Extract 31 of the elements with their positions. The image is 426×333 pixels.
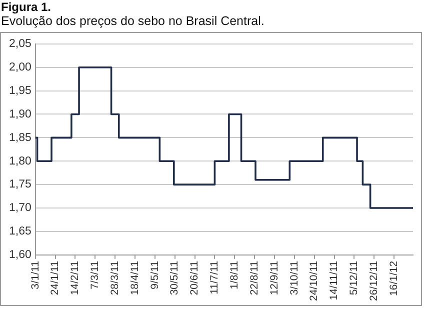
x-tick-label: 12/9/11 xyxy=(268,260,280,296)
x-tick-label: 1/8/11 xyxy=(228,260,241,290)
x-tick-label: 26/12/11 xyxy=(368,260,380,301)
x-tick-label: 24/1/11 xyxy=(49,260,62,296)
x-tick-label: 28/3/11 xyxy=(108,260,121,296)
y-tick-label: 1,60 xyxy=(8,249,32,262)
x-tick-label: 24/10/11 xyxy=(308,260,320,301)
x-tick-label: 14/2/11 xyxy=(69,260,82,296)
x-tick-label: 5/12/11 xyxy=(348,260,360,296)
x-tick-label: 14/11/11 xyxy=(328,260,340,300)
x-tick-label: 3/1/11 xyxy=(29,260,42,290)
y-tick-label: 1,75 xyxy=(8,178,32,191)
x-tick-label: 7/3/11 xyxy=(89,260,102,290)
y-tick-label: 2,05 xyxy=(8,38,32,50)
y-tick-label: 1,70 xyxy=(8,202,32,214)
x-tick-label: 3/10/11 xyxy=(288,260,300,296)
x-tick-label: 18/4/11 xyxy=(128,260,141,296)
x-tick-label: 9/5/11 xyxy=(148,260,161,290)
x-tick-label: 30/5/11 xyxy=(168,260,181,296)
y-tick-label: 1,90 xyxy=(8,108,32,120)
x-tick-label: 20/6/11 xyxy=(188,260,201,296)
x-tick-label: 11/7/11 xyxy=(208,260,221,294)
x-tick-label: 16/1/12 xyxy=(388,260,400,296)
chart-title: Figura 1. xyxy=(0,0,52,14)
y-tick-label: 2,00 xyxy=(8,62,32,74)
y-tick-label: 1,65 xyxy=(8,226,32,238)
y-tick-label: 1,95 xyxy=(8,84,32,97)
y-tick-label: 1,80 xyxy=(8,155,32,168)
y-tick-label: 1,85 xyxy=(8,132,32,144)
x-tick-label: 22/8/11 xyxy=(248,260,260,296)
chart-subtitle: Evolução dos preços do sebo no Brasil Central. xyxy=(0,14,266,29)
